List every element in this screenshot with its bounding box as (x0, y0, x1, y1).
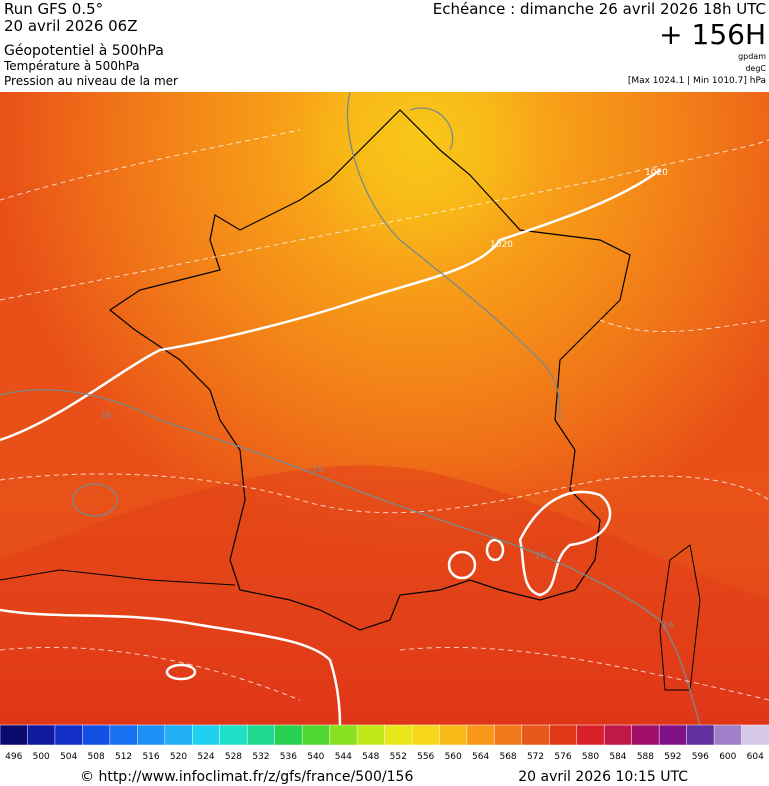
colorbar-swatch (411, 724, 441, 746)
run-date: 20 avril 2026 06Z (4, 17, 138, 35)
coast (0, 569, 236, 586)
isotherm (0, 389, 701, 726)
colorbar-swatch (109, 724, 139, 746)
valid-time: Echéance : dimanche 26 avril 2026 18h UT… (433, 0, 766, 18)
colorbar-label: 584 (609, 752, 626, 762)
colorbar-swatch (54, 724, 84, 746)
isobar (485, 538, 505, 562)
colorbar-label: 588 (637, 752, 654, 762)
colorbar-label: 536 (280, 752, 297, 762)
colorbar-label: 568 (499, 752, 516, 762)
colorbar-label: 512 (115, 752, 132, 762)
colorbar-swatch (439, 724, 468, 746)
run-label: Run GFS 0.5° (4, 0, 103, 18)
colorbar-label: 572 (527, 752, 544, 762)
colorbar-swatch (274, 724, 303, 746)
colorbar-swatch (329, 724, 358, 746)
colorbar-label: 604 (747, 752, 764, 762)
colorbar-label: 592 (664, 752, 681, 762)
colorbar-swatch (137, 724, 166, 746)
colorbar-label: 540 (307, 752, 324, 762)
map: 1020 1020 16 16 16 16 (0, 91, 769, 726)
unit-label: gpdam (738, 52, 766, 61)
colorbar-swatch (549, 724, 578, 746)
isobar (0, 168, 661, 442)
colorbar-label: 596 (692, 752, 709, 762)
colorbar-label: 528 (225, 752, 242, 762)
colorbar-label: 560 (445, 752, 462, 762)
colorbar-swatch (631, 724, 660, 746)
isobar-label: 1020 (490, 240, 513, 250)
generated-time: 20 avril 2026 10:15 UTC (518, 769, 688, 785)
colorbar-label: 508 (88, 752, 105, 762)
isotherm (346, 91, 561, 421)
colorbar-swatch (246, 724, 276, 746)
colorbar-swatch (356, 724, 386, 746)
colorbar-swatch (576, 724, 605, 746)
colorbar-label: 564 (472, 752, 489, 762)
lead-time: + 156H (659, 18, 766, 51)
colorbar-label: 576 (554, 752, 571, 762)
colorbar-swatch (658, 724, 688, 746)
isobar (165, 663, 197, 681)
colorbar-label: 532 (252, 752, 269, 762)
dashed-contours (0, 129, 769, 701)
source-link: © http://www.infoclimat.fr/z/gfs/france/… (80, 769, 413, 785)
colorbar-label: 544 (335, 752, 352, 762)
colorbar-label: 516 (142, 752, 159, 762)
colorbar-swatch (603, 724, 633, 746)
geopotential-band (0, 465, 769, 725)
colorbar: 496 500 504 508 512 516 520 524 528 532 536 540 544 5… (0, 724, 769, 762)
colorbar-label: 500 (33, 752, 50, 762)
colorbar-swatch (494, 724, 523, 746)
colorbar-label: 600 (719, 752, 736, 762)
colorbar-swatch (192, 724, 221, 746)
colorbar-swatch (466, 724, 496, 746)
colorbar-label: 520 (170, 752, 187, 762)
colorbar-swatch (27, 724, 56, 746)
isotherm-label: 16 (662, 621, 674, 631)
colorbar-label: 504 (60, 752, 77, 762)
colorbar-label: 556 (417, 752, 434, 762)
isotherm (409, 107, 454, 151)
country-border (108, 109, 631, 631)
isobar-label: 1020 (645, 168, 668, 178)
colorbar-label: 524 (197, 752, 214, 762)
colorbar-swatch (686, 724, 715, 746)
field-label: Pression au niveau de la mer (4, 74, 178, 88)
isobar (0, 608, 342, 726)
pressure-range: [Max 1024.1 | Min 1010.7] hPa (628, 76, 766, 86)
colorbar-label: 548 (362, 752, 379, 762)
colorbar-swatch (301, 724, 331, 746)
field-label: Géopotentiel à 500hPa (4, 43, 164, 59)
field-label: Température à 500hPa (3, 59, 140, 73)
colorbar-label: 496 (5, 752, 22, 762)
colorbar-label: 552 (390, 752, 407, 762)
isotherm (72, 483, 118, 517)
isobar (447, 550, 477, 580)
colorbar-swatch (521, 724, 551, 746)
isotherm-label: 16 (535, 551, 547, 561)
colorbar-swatch (384, 724, 413, 746)
colorbar-label: 580 (582, 752, 599, 762)
isotherm-label: 16 (100, 411, 112, 421)
colorbar-swatch (713, 724, 743, 746)
unit-label: degC (745, 64, 766, 73)
colorbar-swatch (219, 724, 248, 746)
colorbar-swatch (0, 724, 29, 746)
colorbar-swatch (82, 724, 111, 746)
isobar (518, 490, 612, 597)
colorbar-swatch (164, 724, 194, 746)
isotherm-label: 16 (312, 465, 324, 475)
colorbar-swatch (741, 724, 769, 746)
